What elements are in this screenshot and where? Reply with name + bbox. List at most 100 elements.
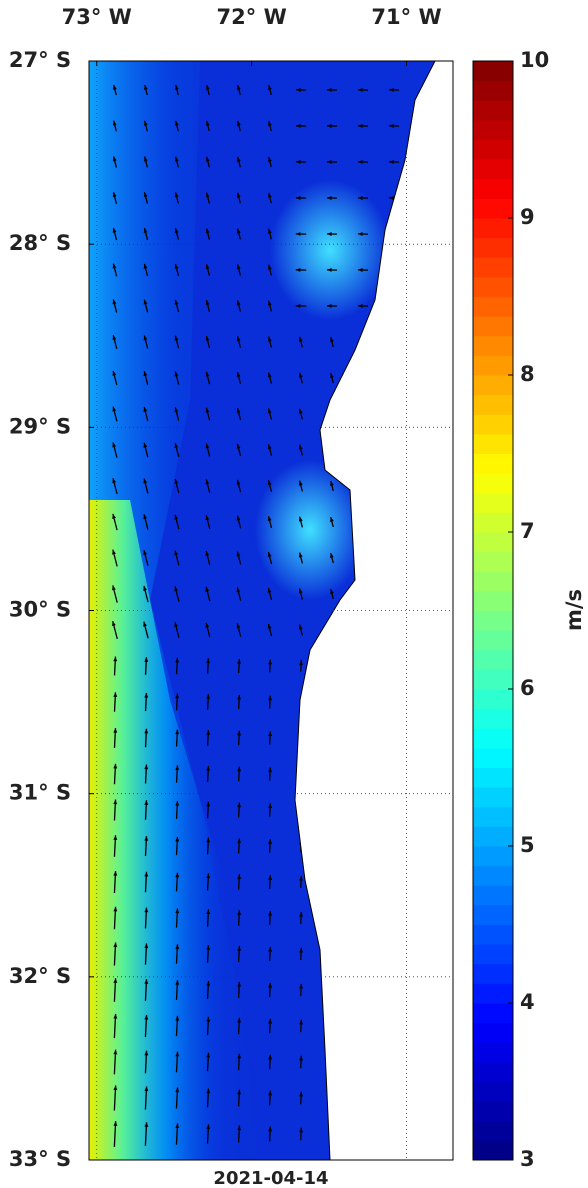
arrow-head — [174, 335, 179, 341]
arrow-head — [237, 1053, 242, 1059]
arrow-head — [298, 552, 303, 558]
arrow-head — [236, 479, 241, 485]
colorbar-band — [473, 728, 513, 749]
arrow-head — [175, 908, 180, 914]
arrow-head — [236, 336, 241, 342]
arrow-head — [329, 589, 334, 594]
arrow-head — [174, 299, 179, 305]
colorbar-band — [473, 237, 513, 258]
arrow-head — [113, 656, 118, 662]
colorbar-band — [473, 375, 513, 396]
arrow-head — [113, 799, 118, 805]
arrow-head — [299, 947, 304, 953]
arrow-head — [358, 160, 363, 164]
arrow-head — [205, 85, 210, 90]
arrow-head — [267, 121, 272, 126]
colorbar-band — [473, 846, 513, 867]
arrow-head — [144, 1086, 149, 1092]
colorbar-band — [473, 983, 513, 1004]
arrow-head — [389, 88, 394, 92]
arrow-head — [358, 232, 363, 236]
arrow-head — [326, 124, 332, 128]
arrow-head — [326, 160, 332, 164]
colorbar-band — [473, 276, 513, 297]
arrow-head — [144, 1014, 149, 1020]
colorbar-band — [473, 473, 513, 494]
colorbar-band — [473, 571, 513, 592]
arrow-head — [295, 124, 301, 128]
colorbar-band — [473, 787, 513, 808]
colorbar-band — [473, 689, 513, 710]
arrow-head — [113, 870, 118, 876]
arrow-head — [206, 730, 211, 735]
y-tick-label: 33° S — [9, 1147, 71, 1171]
arrow-head — [174, 622, 179, 628]
y-tick-label: 30° S — [9, 598, 71, 622]
arrow-head — [143, 371, 148, 377]
arrow-head — [175, 801, 180, 806]
arrow-head — [205, 264, 210, 270]
colorbar-band — [473, 433, 513, 454]
arrow-head — [299, 983, 304, 989]
arrow-head — [175, 980, 180, 985]
colorbar-band — [473, 944, 513, 965]
arrow-head — [174, 586, 179, 592]
arrow-head — [206, 909, 211, 915]
arrow-head — [358, 88, 363, 92]
arrow-head — [143, 192, 148, 198]
arrow-head — [143, 84, 148, 90]
arrow-head — [111, 621, 116, 627]
arrow-head — [237, 946, 242, 951]
y-tick-label: 29° S — [9, 414, 71, 438]
arrow-head — [237, 766, 242, 772]
y-tick-label: 31° S — [9, 781, 71, 805]
arrow-head — [113, 1013, 118, 1019]
arrow-head — [174, 443, 179, 449]
arrow-head — [143, 621, 147, 627]
arrow-head — [267, 85, 272, 91]
arrow-head — [268, 803, 273, 809]
arrow-head — [267, 300, 272, 306]
colorbar-band — [473, 551, 513, 572]
colorbar-band — [473, 806, 513, 827]
arrow-head — [267, 587, 272, 593]
arrow-head — [329, 481, 334, 487]
arrow-head — [267, 192, 272, 198]
colorbar-band — [473, 159, 513, 180]
arrow-head — [174, 192, 179, 198]
arrow-head — [174, 407, 179, 413]
colorbar-tick-label: 10 — [520, 48, 549, 72]
arrow-head — [144, 907, 149, 913]
arrow-head — [113, 1049, 118, 1055]
arrow-head — [237, 838, 242, 844]
arrow-head — [143, 299, 148, 305]
arrow-head — [237, 802, 242, 808]
colorbar-band — [473, 904, 513, 925]
colorbar-tick-label: 9 — [520, 205, 535, 229]
arrow-head — [267, 336, 272, 342]
arrow-head — [143, 442, 148, 448]
arrow-head — [237, 1089, 242, 1095]
arrow-head — [299, 1127, 304, 1133]
arrow-head — [236, 587, 241, 593]
arrow-head — [112, 370, 117, 376]
arrow-head — [236, 300, 241, 306]
arrow-head — [358, 196, 363, 200]
arrow-head — [298, 588, 303, 594]
arrow-head — [237, 659, 242, 664]
colorbar-band — [473, 1061, 513, 1082]
arrow-head — [206, 1052, 211, 1058]
arrow-head — [236, 192, 241, 198]
arrow-head — [144, 943, 149, 949]
arrow-head — [112, 478, 117, 484]
arrow-head — [112, 120, 117, 126]
arrow-head — [295, 88, 301, 92]
arrow-head — [174, 120, 179, 126]
arrow-head — [205, 300, 210, 306]
arrow-head — [144, 1122, 149, 1127]
y-tick-label: 32° S — [9, 964, 71, 988]
arrow-head — [268, 982, 273, 988]
arrow-head — [389, 196, 394, 200]
arrow-head — [267, 156, 272, 162]
arrow-head — [298, 444, 303, 450]
